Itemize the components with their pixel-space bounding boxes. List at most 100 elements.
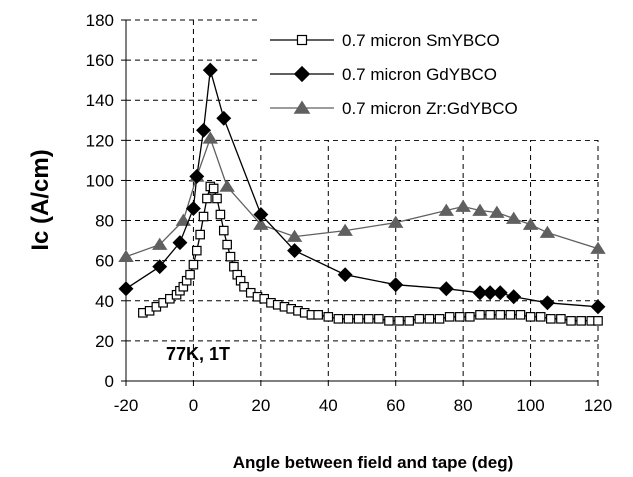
data-point	[293, 65, 311, 83]
data-point	[337, 267, 353, 283]
data-point	[253, 217, 269, 230]
data-point	[590, 241, 606, 254]
y-tick-label: 20	[95, 332, 114, 351]
data-point	[353, 314, 364, 324]
data-point	[185, 201, 201, 216]
data-point	[545, 314, 556, 324]
data-point	[388, 277, 404, 293]
x-axis-title: Angle between field and tape (deg)	[233, 453, 514, 472]
data-point	[525, 312, 536, 322]
data-point	[222, 239, 232, 250]
data-point	[175, 213, 192, 226]
data-point	[323, 312, 334, 322]
y-tick-label: 180	[86, 11, 114, 30]
data-point	[216, 110, 232, 126]
data-point	[455, 199, 471, 212]
x-tick-label: 60	[386, 396, 405, 415]
data-point	[239, 281, 249, 292]
data-point	[472, 203, 488, 216]
data-point	[202, 62, 218, 78]
x-tick-label: 100	[516, 396, 544, 415]
series-1	[118, 62, 606, 315]
data-point	[485, 310, 495, 320]
data-point	[253, 207, 269, 222]
data-point	[590, 299, 606, 315]
data-point	[192, 245, 202, 256]
y-axis-title: Ic (A/cm)	[27, 149, 54, 250]
data-point	[424, 314, 435, 324]
data-point	[286, 229, 303, 242]
data-point	[333, 314, 344, 324]
data-point	[296, 34, 308, 46]
data-point	[539, 225, 556, 238]
data-point	[218, 225, 229, 236]
x-tick-label: -20	[114, 396, 139, 415]
data-point	[118, 281, 134, 297]
data-point	[465, 312, 475, 322]
data-point	[287, 243, 303, 259]
data-point	[394, 316, 404, 326]
data-point	[313, 310, 323, 320]
data-point	[229, 261, 239, 272]
data-point	[198, 211, 209, 222]
data-point	[522, 217, 539, 230]
data-point	[293, 100, 311, 114]
data-point	[506, 211, 522, 224]
data-point	[505, 310, 516, 320]
data-point	[374, 314, 384, 324]
data-point	[337, 223, 353, 236]
data-point	[566, 316, 576, 326]
data-point	[475, 310, 485, 320]
annotation-label: 77K, 1T	[166, 344, 230, 364]
legend-entry-0: 0.7 micron SmYBCO	[270, 31, 500, 50]
data-point	[404, 316, 414, 326]
data-point	[388, 215, 404, 228]
series-layer	[118, 62, 606, 326]
data-point	[384, 316, 394, 326]
axes	[121, 19, 599, 386]
data-point	[438, 203, 454, 216]
legend-label: 0.7 micron Zr:GdYBCO	[342, 99, 518, 118]
data-point	[202, 131, 218, 144]
data-point	[212, 193, 222, 204]
data-point	[185, 269, 195, 280]
data-point	[202, 193, 212, 204]
y-tick-label: 160	[86, 51, 114, 70]
data-point	[454, 312, 465, 322]
legend-entry-1: 0.7 micron GdYBCO	[270, 65, 497, 84]
x-tick-label: 40	[319, 396, 338, 415]
data-point	[189, 168, 205, 184]
legend-label: 0.7 micron SmYBCO	[342, 31, 500, 50]
data-point	[225, 251, 236, 262]
series-0	[138, 181, 603, 326]
data-point	[539, 295, 555, 311]
data-point	[152, 237, 168, 250]
y-tick-label: 40	[95, 292, 114, 311]
legend-box	[258, 2, 601, 140]
data-point	[489, 205, 505, 218]
legend-label: 0.7 micron GdYBCO	[342, 65, 497, 84]
data-point	[444, 312, 455, 322]
legend-entry-2: 0.7 micron Zr:GdYBCO	[270, 99, 518, 118]
x-tick-label: 80	[454, 396, 473, 415]
data-point	[593, 316, 603, 326]
data-point	[208, 183, 219, 194]
data-point	[118, 249, 134, 262]
data-point	[414, 314, 425, 324]
y-tick-label: 140	[86, 91, 114, 110]
y-tick-label: 100	[86, 171, 114, 190]
data-point	[472, 285, 488, 301]
x-tick-label: 120	[584, 396, 612, 415]
data-point	[495, 310, 506, 320]
data-point	[506, 289, 522, 305]
data-point	[515, 310, 526, 320]
x-tick-label: 20	[251, 396, 270, 415]
data-point	[188, 259, 199, 270]
data-point	[556, 314, 566, 324]
data-point	[492, 285, 508, 301]
y-tick-label: 0	[105, 372, 114, 391]
data-point	[576, 316, 586, 326]
data-point	[215, 209, 226, 220]
